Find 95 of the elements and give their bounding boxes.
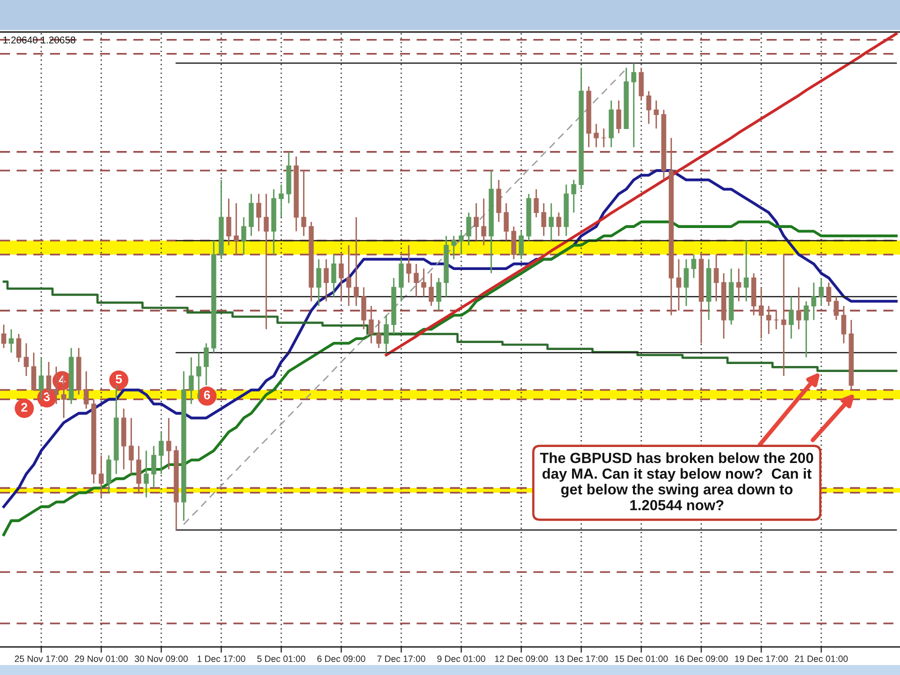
candlestick: [804, 300, 809, 358]
candlestick: [38, 356, 44, 400]
candlestick: [421, 268, 426, 298]
x-tick-label: 7 Dec 17:00: [377, 656, 426, 662]
candlestick: [316, 258, 322, 307]
x-tick-label: 25 Nov 17:00: [14, 656, 68, 662]
text: 1.20640 1.20658: [3, 36, 76, 44]
candlestick: [841, 305, 846, 344]
candlestick: [788, 296, 794, 340]
candlestick: [744, 240, 749, 302]
x-tick-label: 6 Dec 09:00: [317, 656, 366, 662]
candlestick: [324, 258, 329, 302]
candlestick: [301, 170, 306, 237]
candlestick: [496, 179, 502, 223]
candlestick: [241, 216, 246, 256]
candlestick: [384, 314, 389, 354]
annotation: 3: [44, 392, 50, 402]
candlestick: [451, 235, 456, 260]
candlestick: [346, 244, 352, 307]
candlestick: [541, 202, 546, 237]
candlestick: [736, 268, 742, 302]
candlestick: [106, 454, 112, 494]
candlestick: [406, 244, 412, 284]
candlestick: [354, 216, 359, 307]
candlestick: [31, 352, 36, 391]
candlestick: [331, 254, 336, 298]
candlestick: [714, 254, 719, 302]
x-tick-label: 30 Nov 09:00: [134, 656, 188, 662]
candlestick: [511, 226, 516, 260]
candlestick: [16, 333, 22, 363]
candlestick: [166, 417, 172, 470]
x-tick-label: 1 Dec 17:00: [198, 656, 246, 662]
candlestick: [234, 202, 239, 256]
candlestick: [436, 277, 442, 312]
annotation: The GBPUSD has broken below the 200 day MA. Can it stay below now? Can it get below the swing area down to 1.20544 now?: [540, 452, 814, 510]
x-tick-label: 21 Dec 01:00: [794, 656, 848, 662]
candlestick: [361, 286, 366, 330]
candlestick: [631, 62, 636, 148]
candlestick: [151, 445, 156, 489]
candlestick: [654, 100, 659, 130]
candlestick: [98, 454, 104, 498]
candlestick: [571, 179, 576, 214]
annotation: 6: [204, 390, 210, 400]
candlestick: [466, 212, 472, 246]
candlestick: [594, 123, 599, 148]
candlestick: [556, 212, 562, 237]
candlestick: [128, 417, 134, 475]
annotation: 5: [116, 374, 122, 384]
candlestick: [504, 202, 509, 242]
candlestick: [781, 254, 786, 377]
candlestick: [534, 188, 539, 218]
candlestick: [811, 282, 816, 321]
candlestick: [188, 356, 194, 405]
candlestick: [758, 286, 764, 340]
candlestick: [204, 342, 209, 386]
candlestick: [8, 328, 14, 354]
candlestick: [248, 193, 254, 237]
candlestick: [518, 230, 524, 260]
candlestick: [548, 202, 554, 242]
candlestick: [24, 342, 29, 377]
candlestick: [796, 286, 802, 330]
candlestick: [818, 277, 824, 307]
candlestick: [398, 258, 404, 302]
candlestick: [196, 352, 202, 400]
candlestick: [766, 305, 772, 335]
candlestick: [691, 254, 696, 279]
x-tick-label: 29 Nov 01:00: [74, 656, 128, 662]
candlestick: [684, 258, 689, 307]
candlestick: [646, 90, 652, 125]
x-tick-label: 19 Dec 17:00: [735, 656, 788, 662]
candlestick: [458, 230, 464, 256]
x-tick-label: 12 Dec 09:00: [495, 656, 548, 662]
x-tick-label: 9 Dec 01:00: [437, 656, 486, 662]
candlestick: [474, 202, 479, 242]
x-tick-label: 13 Dec 17:00: [555, 656, 608, 662]
candlestick: [676, 258, 682, 312]
candlestick: [368, 305, 374, 344]
candlestick: [144, 450, 149, 498]
candlestick: [226, 198, 232, 246]
candlestick: [136, 445, 142, 494]
candlestick: [376, 319, 382, 349]
candlestick: [638, 67, 644, 102]
annotation: 2: [21, 402, 28, 412]
x-tick-label: 5 Dec 01:00: [257, 656, 306, 662]
candlestick: [158, 431, 164, 475]
candlestick: [1, 324, 6, 349]
candlestick: [84, 370, 89, 410]
candlestick: [414, 263, 419, 298]
candlestick: [481, 198, 486, 246]
candlestick: [54, 366, 59, 405]
x-tick-label: 16 Dec 09:00: [675, 656, 728, 662]
candlestick: [338, 254, 344, 302]
x-tick-label: 15 Dec 01:00: [615, 656, 668, 662]
candlestick: [278, 184, 284, 218]
candlestick: [616, 100, 622, 134]
